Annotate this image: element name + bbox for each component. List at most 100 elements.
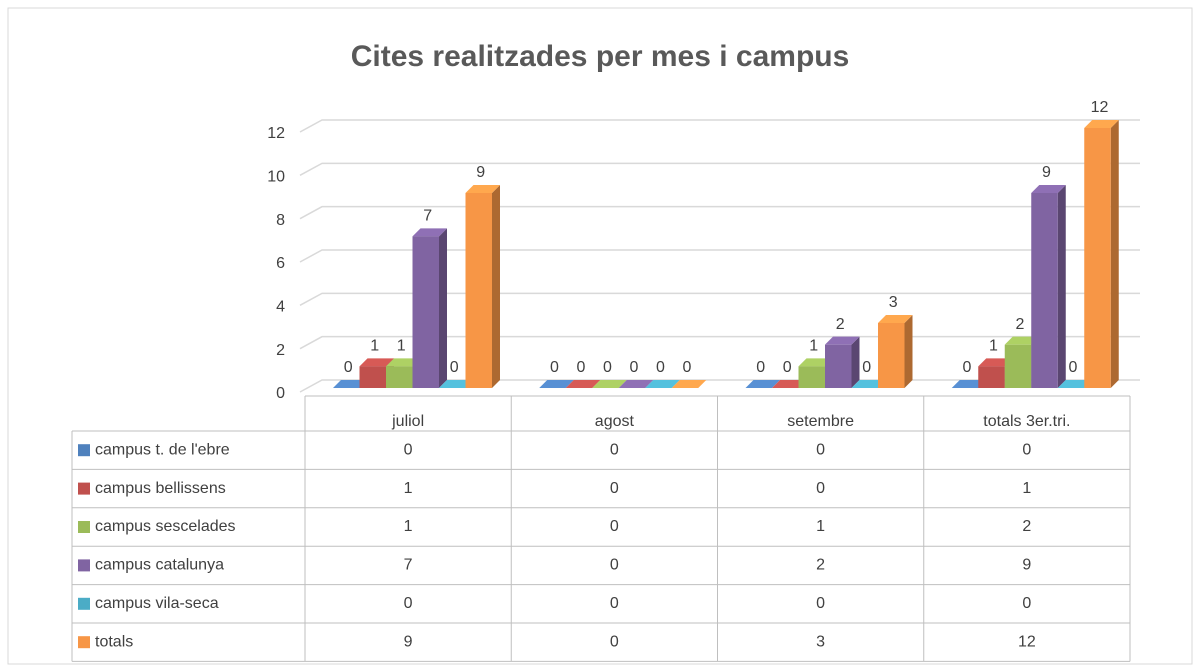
bar-top (386, 358, 421, 367)
bar-top (951, 380, 987, 388)
bar (412, 228, 447, 388)
table-cell: 1 (816, 518, 825, 535)
table-cell: 1 (404, 518, 413, 535)
legend-label: campus sescelades (95, 518, 236, 535)
legend-key (78, 482, 90, 495)
bar (645, 380, 680, 389)
bar (565, 380, 601, 389)
legend-key (78, 444, 90, 457)
bar-front (412, 236, 439, 388)
bar-top (465, 185, 500, 193)
bar-top (333, 380, 368, 388)
bar (825, 336, 860, 388)
table-cell: 2 (1022, 518, 1031, 535)
table-cell: 0 (1022, 441, 1031, 458)
bar-top (1057, 380, 1093, 388)
grid-line (299, 162, 1140, 176)
legend-label: campus t. de l'ebre (95, 441, 230, 458)
legend-key (78, 636, 90, 649)
bar-top (359, 358, 394, 367)
table-cell: 1 (404, 480, 413, 497)
bar (439, 380, 474, 389)
bar-top (618, 380, 654, 388)
bar-top (798, 358, 833, 367)
bar (851, 380, 886, 389)
bar-top (412, 228, 447, 237)
y-tick-label: 10 (267, 169, 285, 186)
legend-key (78, 597, 90, 610)
table-cell: 9 (404, 633, 413, 650)
data-label: 0 (963, 359, 972, 376)
legend-label: totals (95, 633, 133, 650)
bar-top (978, 358, 1013, 367)
table-cell: 0 (816, 480, 825, 497)
grid-line (299, 205, 1140, 220)
table-cell: 0 (816, 595, 825, 612)
legend-label: campus vila-seca (95, 595, 219, 612)
data-label: 9 (476, 164, 485, 181)
bar-side (439, 228, 447, 388)
table-cell: 3 (816, 633, 825, 650)
bar-front (386, 366, 413, 388)
y-tick-label: 4 (276, 299, 285, 316)
bar-front (1031, 193, 1058, 388)
grid-line (299, 119, 1140, 133)
grid-line (299, 292, 1140, 306)
chart-title: Cites realitzades per mes i campus (351, 40, 850, 73)
table-cell: 0 (610, 480, 619, 497)
table-cell: 0 (610, 595, 619, 612)
bar-top (565, 380, 601, 388)
data-label: 1 (989, 338, 998, 355)
data-label: 0 (756, 359, 765, 376)
bar (333, 380, 368, 389)
bar-front (978, 366, 1005, 388)
legend-label: campus catalunya (95, 557, 224, 574)
y-tick-label: 6 (276, 255, 285, 272)
bar (772, 380, 807, 389)
data-label: 2 (1016, 316, 1025, 333)
grid-line (299, 335, 1140, 350)
bar-top (825, 336, 860, 345)
table-cell: 12 (1018, 633, 1036, 650)
bar-top (539, 380, 574, 388)
table-cell: 0 (1022, 595, 1031, 612)
table-cell: 0 (610, 518, 619, 535)
table-cell: 0 (610, 557, 619, 574)
data-label: 12 (1091, 99, 1109, 116)
bar-side (1110, 120, 1119, 388)
data-label: 0 (450, 359, 459, 376)
data-label: 1 (397, 338, 406, 355)
bar (745, 380, 780, 389)
bar-side (492, 185, 500, 388)
table-cell: 2 (816, 557, 825, 574)
legend-key (78, 559, 90, 572)
bar-front (798, 366, 825, 388)
data-label: 0 (1069, 359, 1078, 376)
y-tick-label: 0 (276, 385, 285, 402)
data-label: 0 (862, 359, 871, 376)
bar-top (671, 380, 707, 388)
bar-side (1057, 185, 1066, 388)
bar (878, 315, 913, 388)
legend-key (78, 521, 90, 533)
bar-front (465, 193, 492, 388)
data-label: 0 (550, 359, 559, 376)
table-cell: 0 (816, 441, 825, 458)
bar (618, 380, 654, 389)
data-label: 0 (656, 359, 665, 376)
bar-top (645, 380, 680, 388)
table-cell: 9 (1022, 557, 1031, 574)
y-tick-label: 12 (267, 125, 285, 142)
data-label: 0 (783, 359, 792, 376)
table-cell: 0 (404, 595, 413, 612)
data-label: 3 (889, 294, 898, 311)
bar (951, 380, 987, 389)
bar (465, 185, 500, 388)
data-label: 1 (370, 338, 379, 355)
bar (539, 380, 574, 389)
table-cell: 0 (610, 441, 619, 458)
bar (1057, 380, 1093, 389)
bar-top (1084, 120, 1119, 128)
x-tick-label: agost (595, 413, 635, 430)
